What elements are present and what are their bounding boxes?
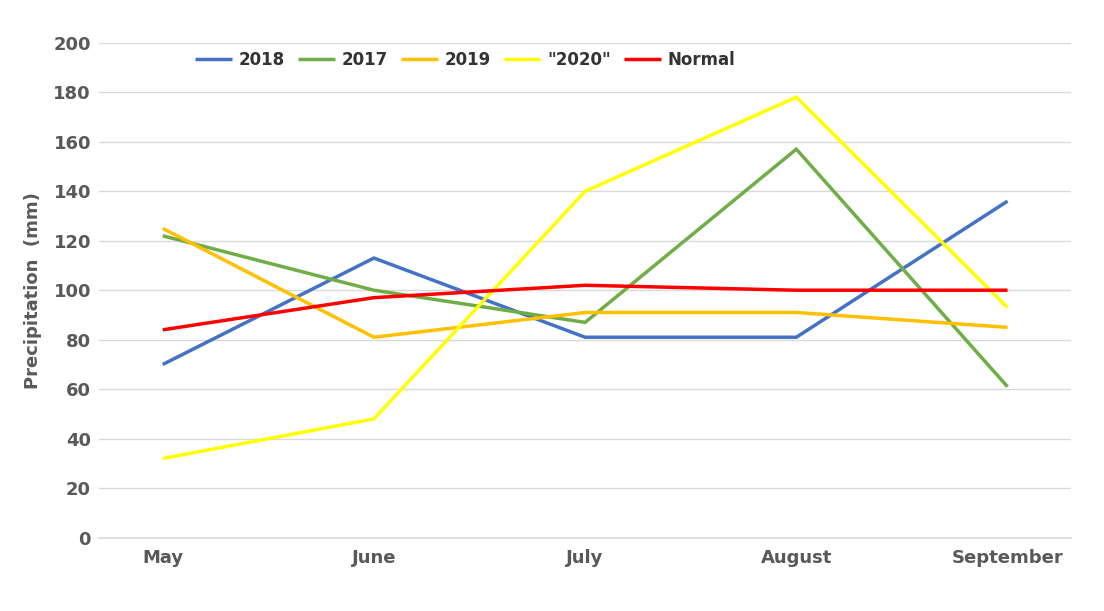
2019 [789,309,803,316]
2017 [156,232,169,240]
Line: 2018: 2018 [162,201,1008,364]
Y-axis label: Precipitation  (mm): Precipitation (mm) [24,192,42,389]
2019 [156,225,169,232]
2018 [368,254,381,262]
Normal [368,294,381,301]
2017 [578,319,592,326]
Normal [1001,287,1015,294]
2019 [578,309,592,316]
Normal [789,287,803,294]
Line: Normal: Normal [162,285,1008,330]
Line: 2019: 2019 [162,229,1008,337]
2018 [578,334,592,341]
Line: 2017: 2017 [162,149,1008,387]
"2020" [1001,304,1015,311]
2019 [1001,324,1015,331]
Legend: 2018, 2017, 2019, "2020", Normal: 2018, 2017, 2019, "2020", Normal [195,51,735,69]
2018 [789,334,803,341]
"2020" [156,455,169,462]
2019 [368,334,381,341]
2018 [156,360,169,368]
Normal [156,326,169,334]
Line: "2020": "2020" [162,97,1008,458]
Normal [578,282,592,289]
2018 [1001,197,1015,205]
2017 [368,287,381,294]
2017 [1001,383,1015,390]
"2020" [789,93,803,101]
"2020" [578,188,592,195]
"2020" [368,415,381,423]
2017 [789,145,803,153]
